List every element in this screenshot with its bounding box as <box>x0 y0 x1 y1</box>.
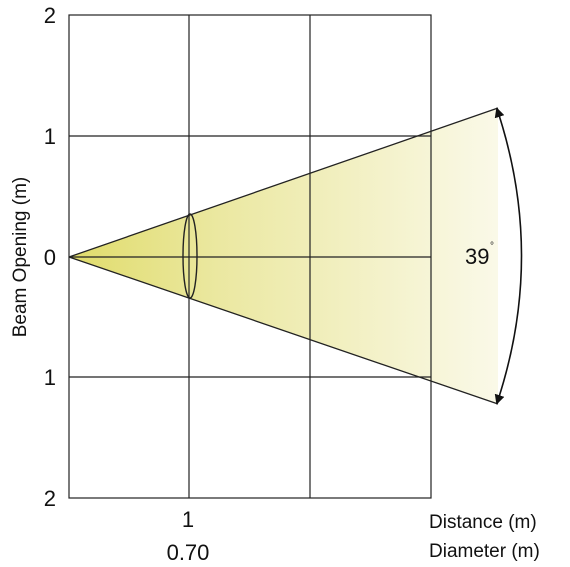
beam-cross-section <box>182 213 198 299</box>
beam-edge-lower <box>68 256 499 405</box>
diameter-axis-title: Diameter (m) <box>429 541 540 562</box>
diameter-value: 0.70 <box>167 540 210 565</box>
y-tick-label-bottom-1: 1 <box>44 365 56 390</box>
beam-angle-degree: ° <box>490 241 494 252</box>
y-tick-label-bottom-2: 2 <box>44 486 56 511</box>
y-tick-label-top-2: 2 <box>44 3 56 28</box>
y-tick-label-center-0: 0 <box>44 245 56 270</box>
beam-edge-upper <box>68 107 499 258</box>
y-axis-title: Beam Opening (m) <box>10 177 31 338</box>
x-tick-label-distance: 1 <box>182 507 194 532</box>
beam-angle-arc <box>494 107 523 405</box>
y-tick-label-top-1: 1 <box>44 124 56 149</box>
beam-angle-value: 39 <box>465 244 489 269</box>
grid <box>68 14 432 499</box>
distance-axis-title: Distance (m) <box>429 512 537 533</box>
beam-cone <box>69 108 498 404</box>
